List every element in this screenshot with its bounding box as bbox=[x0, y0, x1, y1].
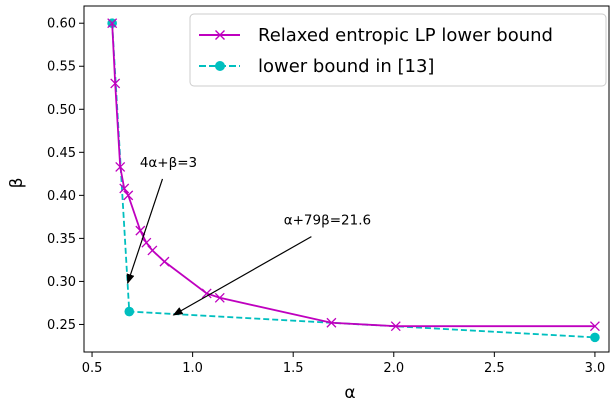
data-point-lower-bound bbox=[124, 306, 135, 317]
y-tick-label: 0.40 bbox=[47, 189, 76, 204]
data-point-relaxed bbox=[135, 225, 146, 236]
legend-label-relaxed: Relaxed entropic LP lower bound bbox=[258, 25, 553, 46]
annotation-layer: 4α+β=3 α+79β=21.6 bbox=[126, 155, 371, 316]
data-point-relaxed bbox=[123, 190, 134, 201]
annotation-label: 4α+β=3 bbox=[140, 155, 197, 171]
y-tick-label: 0.25 bbox=[47, 318, 76, 333]
data-point-relaxed bbox=[110, 78, 121, 89]
legend-entry-relaxed: Relaxed entropic LP lower bound bbox=[199, 25, 553, 46]
data-point-lower-bound bbox=[590, 332, 600, 343]
data-point-relaxed bbox=[214, 292, 225, 303]
plot-frame bbox=[83, 5, 610, 353]
y-tick-label: 0.45 bbox=[47, 146, 76, 161]
x-axis: 0.5 1.0 1.5 2.0 2.5 3.0 bbox=[82, 352, 606, 376]
data-point-relaxed bbox=[159, 256, 170, 267]
data-point-relaxed bbox=[390, 321, 401, 332]
x-tick-label: 2.5 bbox=[484, 361, 505, 376]
y-tick-label: 0.55 bbox=[47, 60, 76, 75]
plot-area-border bbox=[83, 5, 610, 353]
annotation-arrow bbox=[126, 178, 164, 285]
data-point-relaxed bbox=[326, 317, 337, 328]
x-tick-label: 2.0 bbox=[383, 361, 404, 376]
data-point-relaxed bbox=[107, 18, 118, 29]
data-point-relaxed bbox=[141, 237, 152, 248]
y-axis-label: β bbox=[7, 178, 27, 189]
legend-marker-circle-icon bbox=[215, 61, 225, 71]
series-layer bbox=[107, 18, 600, 343]
x-axis-label: α bbox=[344, 383, 355, 403]
legend-label-lower-bound: lower bound in [13] bbox=[258, 56, 434, 77]
data-point-relaxed bbox=[147, 245, 158, 256]
legend: Relaxed entropic LP lower bound lower bo… bbox=[189, 13, 607, 87]
legend-marker-x-icon bbox=[215, 30, 225, 40]
annotation-arrow bbox=[172, 236, 312, 316]
y-tick-label: 0.35 bbox=[47, 232, 76, 247]
y-tick-label: 0.30 bbox=[47, 275, 76, 290]
y-axis: 0.25 0.30 0.35 0.40 0.45 0.50 0.55 0.60 bbox=[47, 17, 84, 333]
data-point-relaxed bbox=[119, 183, 130, 194]
x-tick-label: 0.5 bbox=[82, 361, 103, 376]
legend-box bbox=[189, 13, 607, 87]
y-tick-label: 0.50 bbox=[47, 103, 76, 118]
data-point-relaxed bbox=[201, 288, 212, 299]
annotation-label: α+79β=21.6 bbox=[284, 213, 371, 229]
x-tick-label: 3.0 bbox=[585, 361, 606, 376]
y-tick-label: 0.60 bbox=[47, 17, 76, 32]
data-point-relaxed bbox=[115, 161, 126, 172]
legend-entry-lower-bound: lower bound in [13] bbox=[199, 56, 434, 77]
x-tick-label: 1.5 bbox=[283, 361, 304, 376]
data-point-relaxed bbox=[589, 321, 600, 332]
x-tick-label: 1.0 bbox=[182, 361, 203, 376]
